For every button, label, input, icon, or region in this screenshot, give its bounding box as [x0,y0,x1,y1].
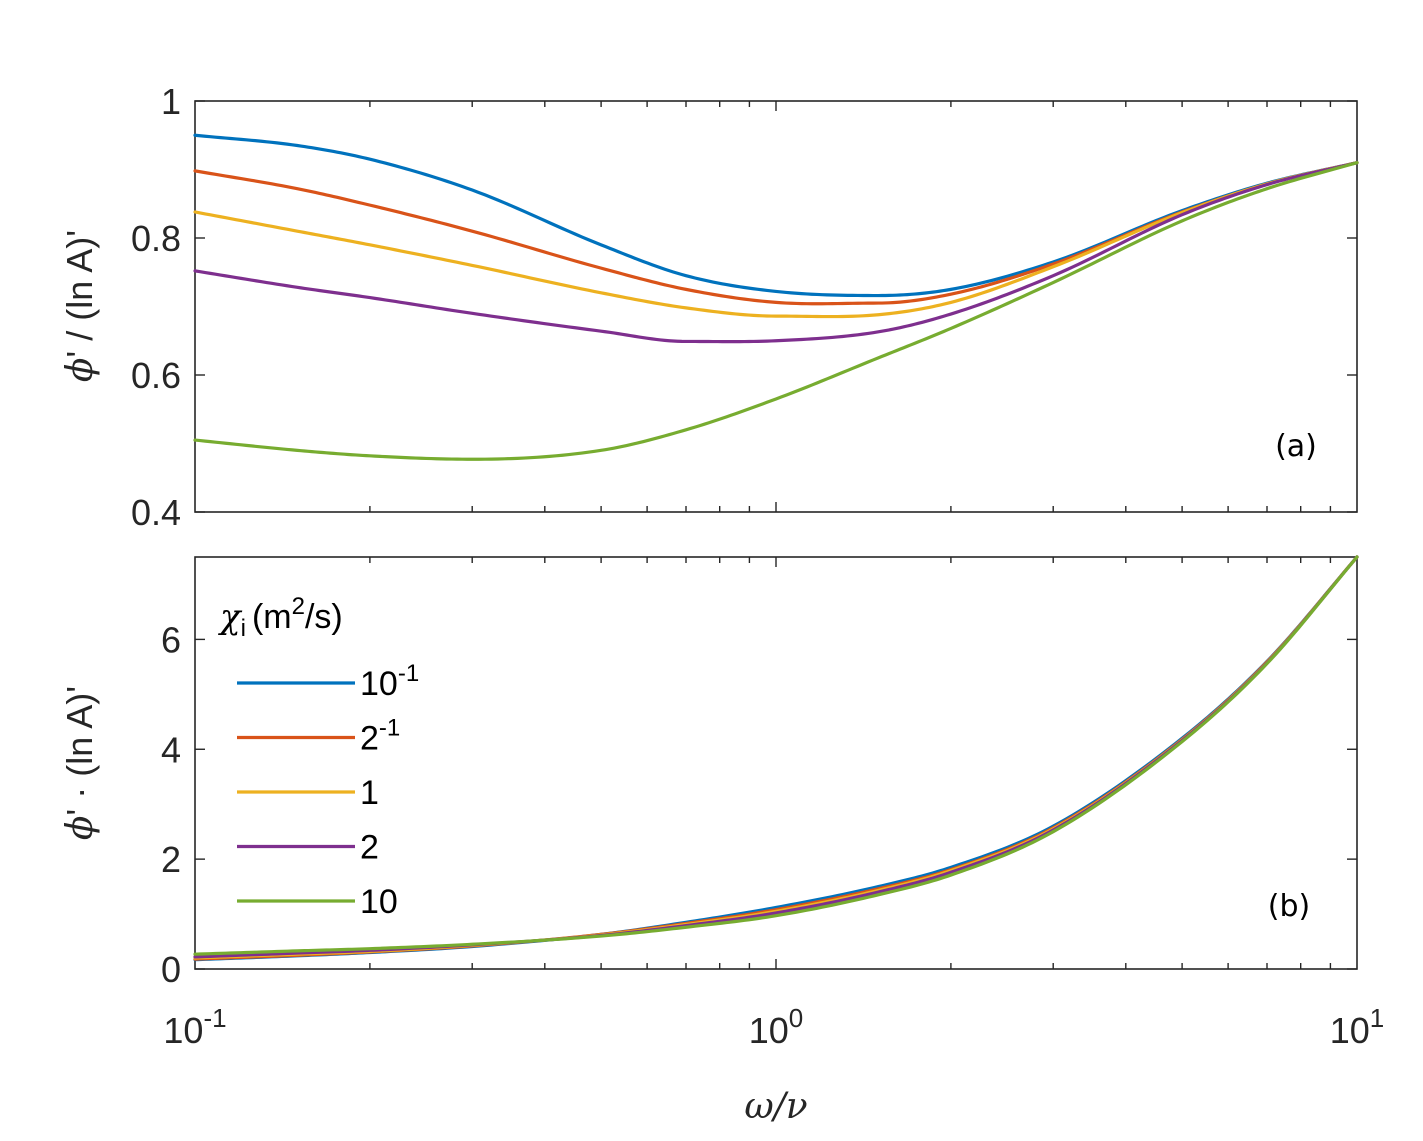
series-line-2 [193,161,1359,344]
y-tick-label: 0.6 [131,355,181,396]
panel-b-ticks: 0 2 4 6 [161,557,1357,990]
y-tick-label: 2 [161,839,181,880]
x-axis-label: ω/ν [744,1086,807,1127]
y-tick-label: 6 [161,619,181,660]
legend-entries: 10-1 2-1 1 2 10 [237,660,419,921]
panel-b-ylabel-rest: ' · (ln A)' [59,686,100,816]
panel-b-ylabel-phi: ϕ [60,816,101,841]
y-tick-label: 0.8 [131,218,181,259]
y-tick-label: 0 [161,949,181,990]
panel-a-curves [193,133,1359,461]
legend-title-unit-sup: 2 [292,593,305,620]
x-tick-label: 10-1 [163,1003,226,1051]
series-line-10 [193,161,1359,461]
series-line-1 [193,161,1359,319]
legend-entry-label: 10 [360,883,398,921]
y-tick-label: 1 [161,81,181,122]
panel-a: 0.4 0.6 0.8 1 (a) ϕ' / (ln A)' [59,81,1359,533]
panel-b-label: (b) [1268,889,1310,924]
x-tick-labels: 10-1 100 101 [163,1003,1384,1051]
panel-a-ticks: 0.4 0.6 0.8 1 [131,81,1357,533]
legend-entry-label: 1 [360,774,379,812]
panel-a-ylabel-phi: ϕ [60,358,101,383]
y-tick-label: 4 [161,729,181,770]
panel-b-curves [193,555,1359,962]
legend-entry-label: 2 [360,829,379,867]
panel-b-ylabel: ϕ' · (ln A)' [59,686,101,840]
panel-a-label: (a) [1275,429,1317,464]
y-tick-label: 0.4 [131,492,181,533]
x-tick-label: 100 [749,1003,804,1051]
legend-title: χi (m2/s) [218,593,343,642]
series-line-10 [193,555,1359,956]
legend-title-unit-open: (m [252,598,292,636]
panel-a-ylabel: ϕ' / (ln A)' [59,230,101,382]
x-tick-label: 101 [1330,1003,1385,1051]
legend-title-sub: i [241,615,246,642]
panel-a-ylabel-rest: ' / (ln A)' [59,230,100,358]
legend-title-symbol: χ [218,597,243,637]
legend-entry-label: 10-1 [360,660,419,703]
legend-entry-label: 2-1 [360,715,400,758]
legend-title-unit-close: /s) [305,598,343,636]
